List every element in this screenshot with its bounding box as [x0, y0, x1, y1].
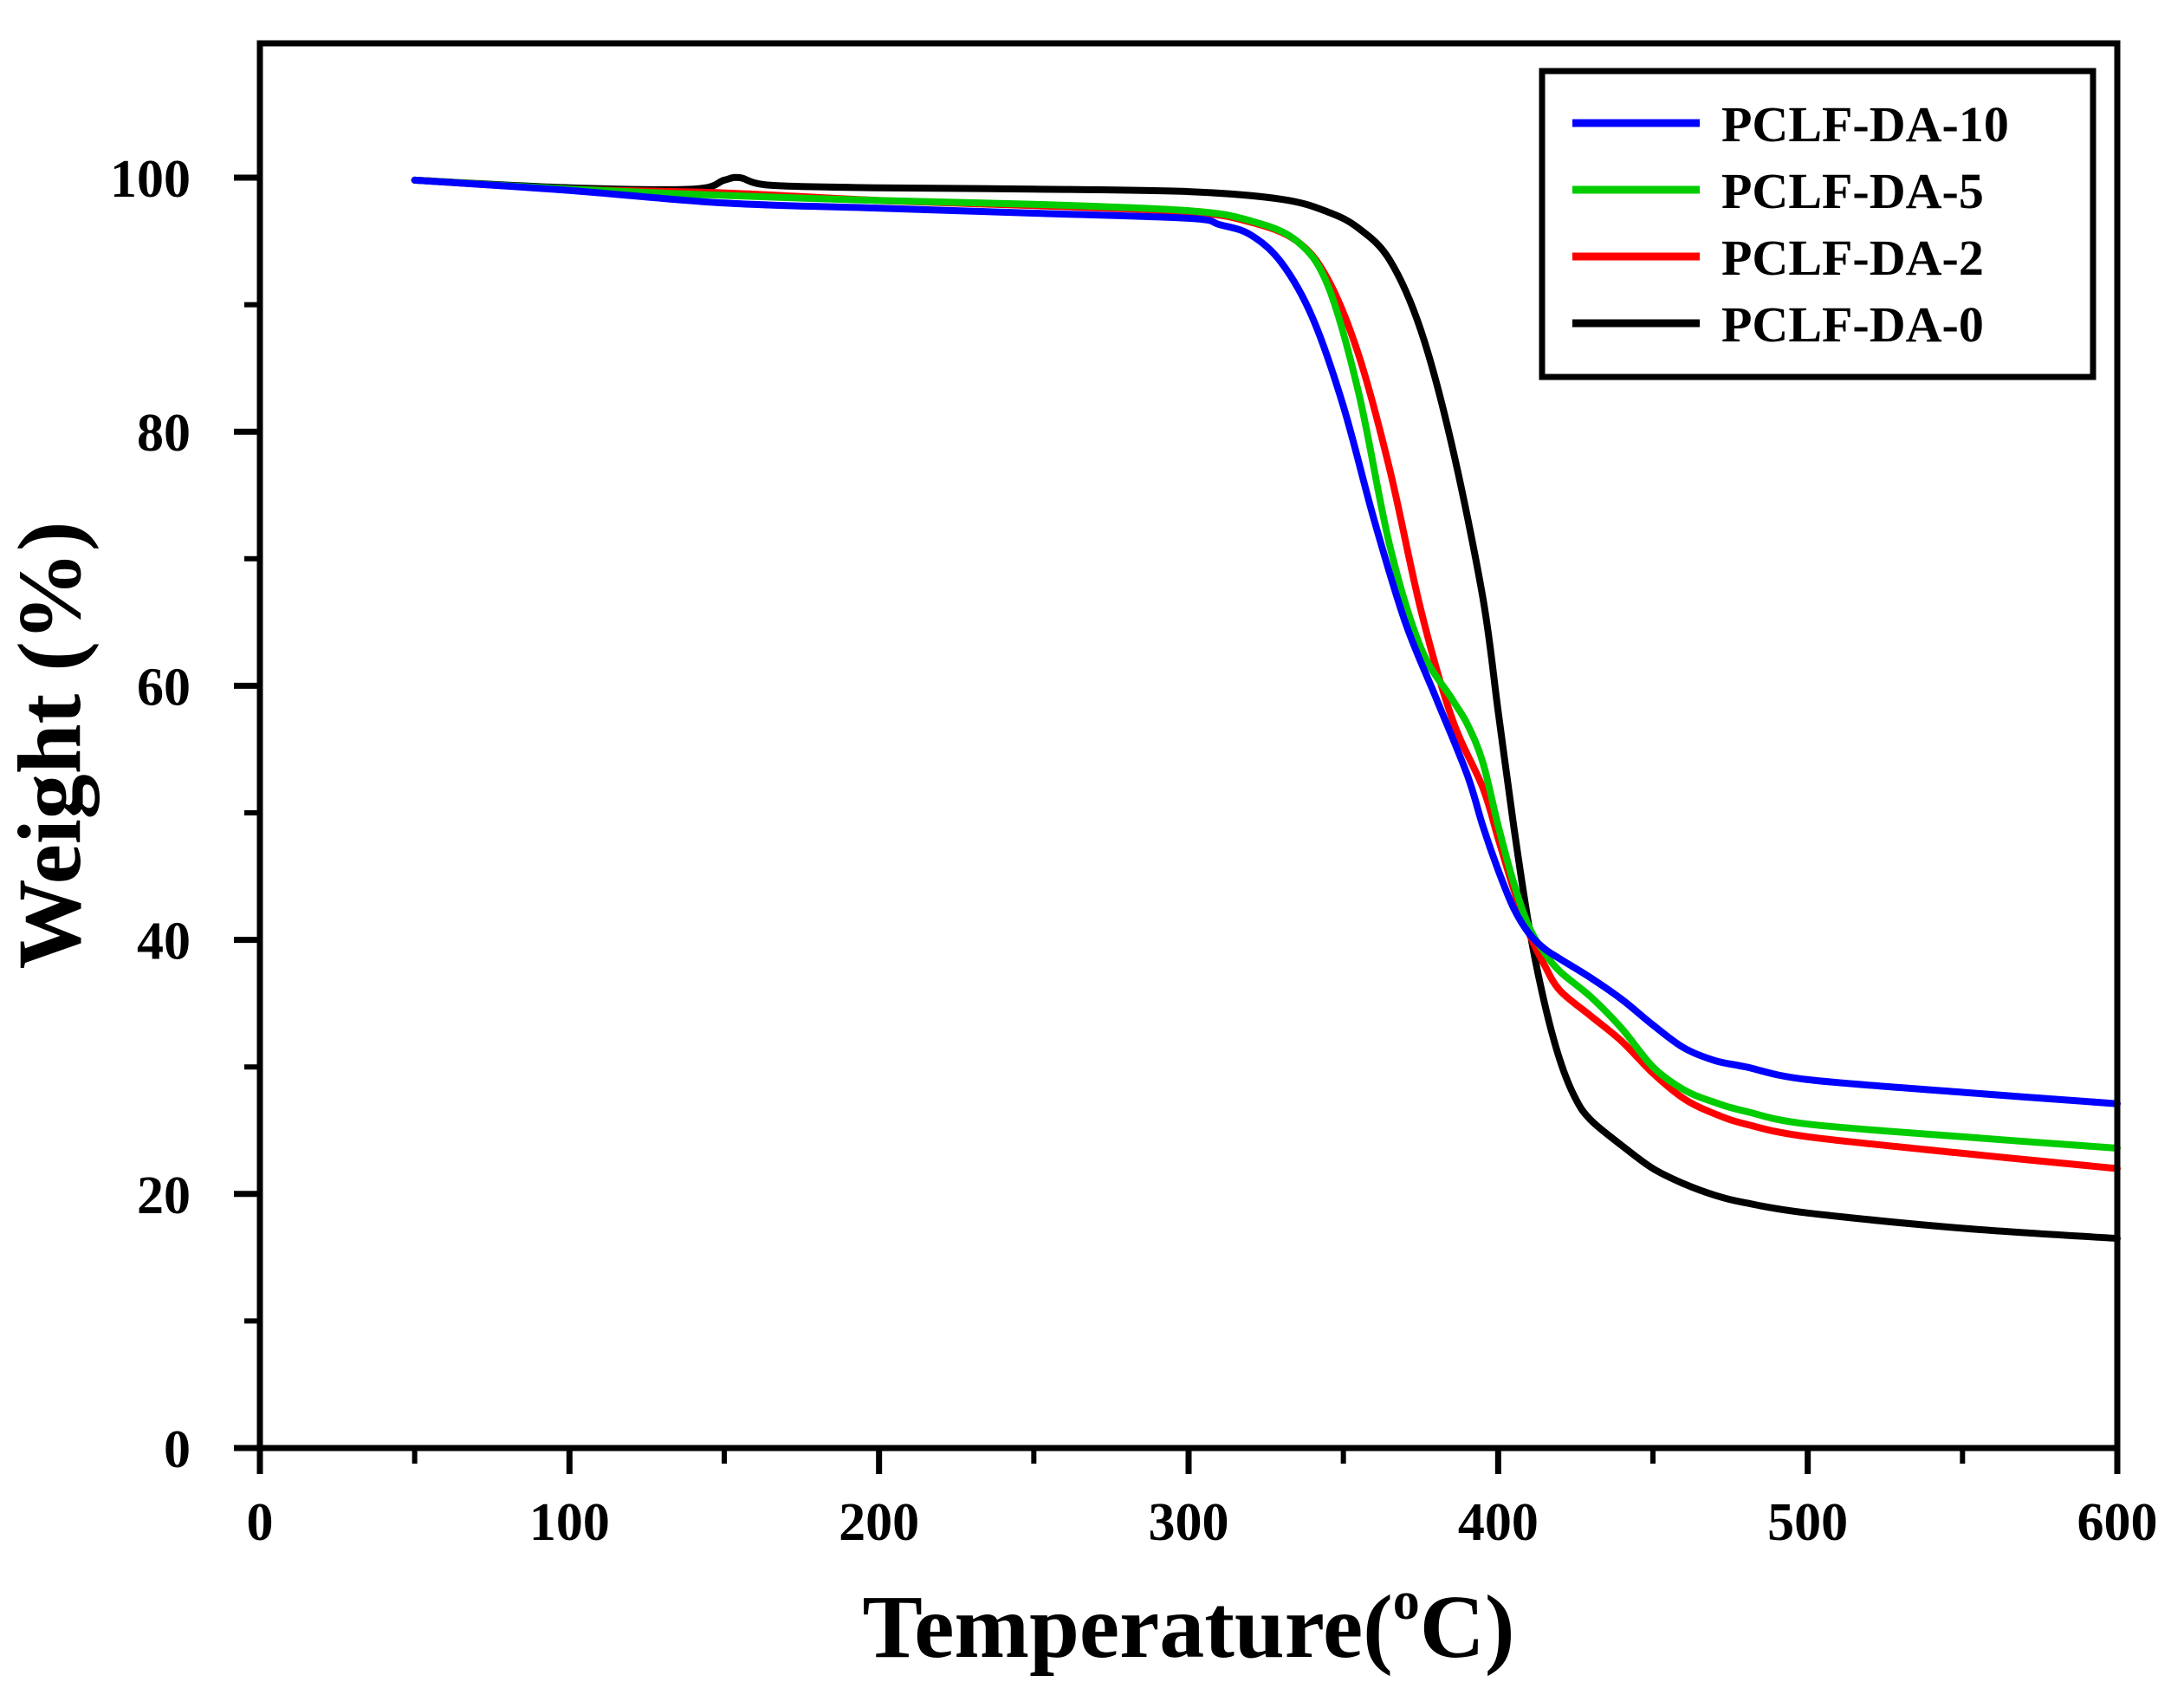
legend-label-pclf-da-2: PCLF-DA-2 — [1721, 230, 1984, 286]
legend: PCLF-DA-10 PCLF-DA-5 PCLF-DA-2 PCLF-DA-0 — [1539, 68, 2097, 380]
x-axis-unit-degree: o — [1393, 1572, 1420, 1631]
plot-lines — [411, 173, 2121, 1243]
y-tick-label: 0 — [164, 1420, 191, 1479]
x-axis-title-text: Temperature — [862, 1577, 1363, 1677]
x-axis-unit-open: ( — [1363, 1577, 1393, 1677]
y-axis-title: Weight (%) — [0, 521, 100, 969]
axis-ticks — [234, 174, 2121, 1474]
y-tick-label: 20 — [137, 1166, 191, 1225]
x-tick-label: 100 — [529, 1493, 610, 1552]
x-tick-label: 600 — [2077, 1493, 2158, 1552]
series-line-pclf-da-10 — [411, 176, 2121, 1107]
y-tick-label: 60 — [137, 658, 191, 717]
x-axis-unit: C — [1420, 1577, 1485, 1677]
x-axis-unit-close: ) — [1485, 1577, 1515, 1677]
legend-label-pclf-da-5: PCLF-DA-5 — [1721, 163, 1984, 219]
legend-items: PCLF-DA-10 PCLF-DA-5 PCLF-DA-2 PCLF-DA-0 — [1572, 96, 2009, 353]
x-axis-title: Temperature(oC) — [862, 1572, 1514, 1677]
x-tick-label: 0 — [247, 1493, 274, 1552]
x-tick-label: 300 — [1149, 1493, 1229, 1552]
x-tick-label: 200 — [839, 1493, 919, 1552]
axis-tick-labels: 0 100 200 300 400 500 600 0 20 40 60 80 100 — [110, 150, 2158, 1552]
x-tick-label: 500 — [1767, 1493, 1848, 1552]
y-tick-label: 100 — [110, 150, 191, 209]
y-tick-label: 80 — [137, 404, 191, 463]
y-tick-label: 40 — [137, 912, 191, 971]
series-line-pclf-da-0 — [411, 173, 2121, 1243]
legend-label-pclf-da-10: PCLF-DA-10 — [1721, 96, 2009, 153]
series-line-pclf-da-5 — [411, 176, 2121, 1152]
legend-label-pclf-da-0: PCLF-DA-0 — [1721, 296, 1984, 353]
x-tick-label: 400 — [1458, 1493, 1539, 1552]
